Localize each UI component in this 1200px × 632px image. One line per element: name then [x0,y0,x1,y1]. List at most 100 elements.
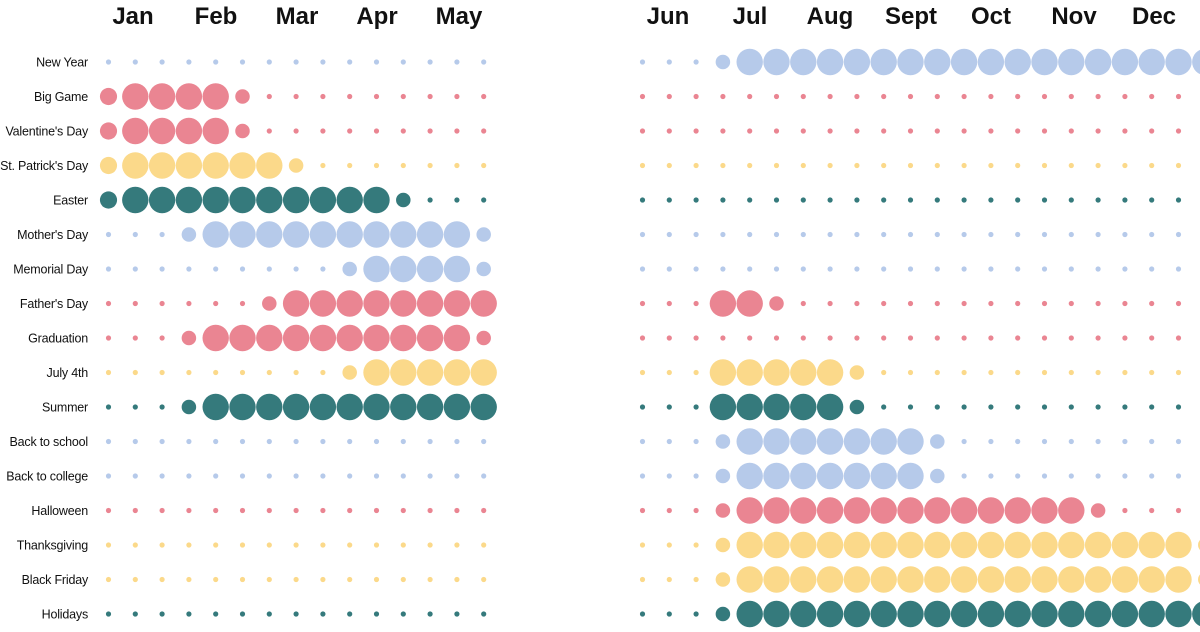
bubble [1068,335,1074,341]
bubble [988,231,994,238]
bubble [747,128,753,134]
bubble [1149,266,1155,272]
bubble [213,611,219,617]
bubble [800,197,806,203]
bubble [400,611,406,617]
bubble [309,324,337,352]
row-label-father-s-day: Father's Day [20,297,89,311]
bubble [849,399,865,415]
bubble [950,497,978,524]
bubble [229,186,256,214]
bubble [763,359,790,386]
bubble [720,93,726,100]
bubble [293,266,299,272]
bubble [790,462,817,490]
bubble [950,531,978,559]
bubble [454,576,460,583]
bubble [1068,128,1074,134]
bubble [1122,300,1128,307]
bubble [961,162,967,169]
bubble [229,221,256,248]
bubble-row-memorial-day [105,255,1182,283]
bubble [175,117,203,145]
bubble [181,330,197,346]
bubble [1122,507,1128,514]
bubble [454,162,460,169]
bubble [1111,48,1139,76]
bubble [159,542,165,548]
row-label-st-patrick-s-day: St. Patrick's Day [0,159,89,173]
bubble [763,566,790,593]
bubble [416,393,444,421]
bubble [720,128,726,134]
bubble [1122,404,1128,410]
bubble [881,231,887,238]
bubble [373,473,380,479]
bubble [827,300,833,307]
bubble [1015,93,1021,100]
bubble [132,473,138,479]
row-label-july-4th: July 4th [47,366,89,380]
bubble [256,324,283,352]
bubble [293,507,299,514]
bubble [934,369,940,376]
bubble [239,369,246,376]
bubble [186,473,192,479]
bubble [320,266,326,272]
bubble [476,227,491,242]
bubble [854,231,860,238]
bubble [293,542,299,548]
month-labels: Jan Feb Mar Apr May Jun Jul Aug Sept Oct Nov Dec [112,3,1176,30]
bubble [336,393,363,421]
bubble [1095,162,1101,169]
row-label-graduation: Graduation [28,332,88,346]
bubble [1004,566,1031,593]
bubble [666,576,672,583]
bubble [763,428,790,455]
bubble [202,221,229,248]
bubble [666,128,672,134]
bubble [181,227,197,242]
bubble [427,473,433,479]
bubble [390,324,417,352]
bubble [1015,438,1021,445]
bubble [213,266,219,272]
bubble [481,542,487,548]
bubble [934,162,940,169]
bubble [470,359,497,386]
bubble [105,438,112,445]
bubble [1031,566,1058,593]
bubble [639,507,646,514]
bubble [347,576,353,583]
bubble [897,48,924,76]
bubble [693,576,699,583]
bubble [1175,438,1182,445]
bubble [400,59,406,65]
bubble [1165,566,1192,593]
bubble [1149,93,1155,100]
bubble [827,128,833,134]
bubble [693,266,699,272]
bubble [666,611,672,617]
bubble [99,122,118,140]
bubble [1084,566,1112,593]
bubble [693,335,699,341]
bubble [693,611,699,617]
bubble [854,93,860,100]
bubble [282,186,310,214]
bubble [897,497,924,524]
bubble [736,48,763,76]
bubble [897,462,924,490]
row-label-back-to-college: Back to college [6,470,88,484]
bubble [881,93,887,100]
bubble-row-holidays [105,600,1200,628]
bubble [373,576,380,583]
bubble [816,48,844,76]
bubble [950,48,978,76]
bubble [427,197,433,203]
bubble [790,600,817,628]
bubble [666,197,672,203]
bubble [827,266,833,272]
bubble [881,128,887,134]
bubble [666,335,672,341]
